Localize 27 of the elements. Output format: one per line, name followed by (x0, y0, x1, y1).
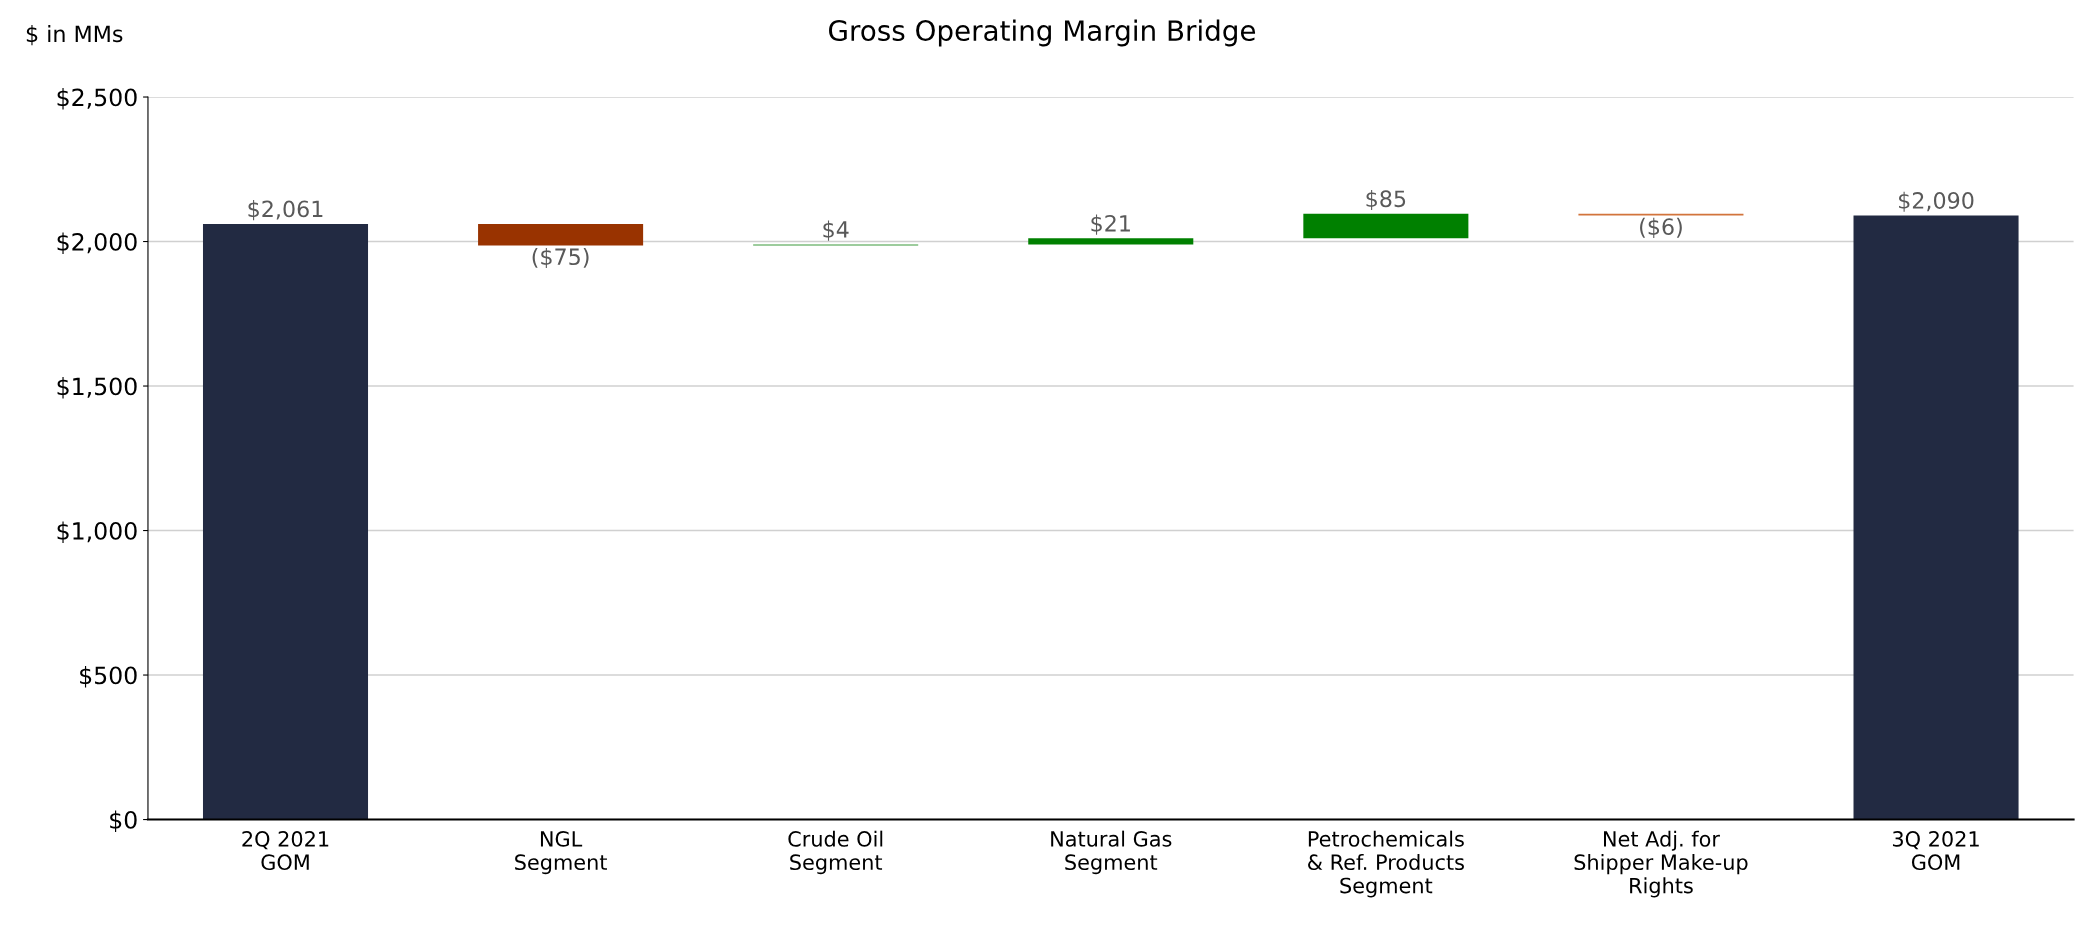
x-tick-label: NGL Segment (515, 831, 607, 875)
y-tick-label: $500 (80, 666, 137, 688)
data-label: $2,061 (248, 200, 323, 221)
chart-title: Gross Operating Margin Bridge (829, 19, 1256, 47)
x-tick-label: Crude Oil Segment (788, 830, 883, 875)
x-tick-label: 3Q 2021 GOM (1892, 831, 1979, 871)
data-label: $4 (823, 220, 849, 241)
data-label: $85 (1366, 189, 1406, 211)
x-tick-label: Natural Gas Segment (1051, 830, 1172, 875)
y-tick-label: $1,000 (57, 521, 137, 543)
y-tick-label: $0 (110, 810, 137, 832)
bar (1303, 213, 1469, 239)
bar (1028, 238, 1194, 245)
data-label: $21 (1091, 214, 1130, 235)
y-tick-label: $1,500 (57, 377, 137, 399)
x-tick-label: Petrochemicals & Ref. Products Segment (1308, 830, 1464, 898)
data-label: $2,090 (1899, 191, 1974, 212)
bar (202, 223, 369, 820)
x-tick-label: 2Q 2021 GOM (242, 831, 329, 871)
y-axis-title: $ in MMs (26, 25, 123, 46)
data-label: ($6) (1640, 217, 1682, 238)
x-tick-label: Net Adj. for Shipper Make-up Rights (1574, 830, 1748, 898)
bar (478, 223, 644, 246)
bar (1853, 215, 2019, 820)
data-label: ($75) (532, 247, 589, 269)
y-tick-label: $2,000 (57, 232, 137, 254)
y-tick-label: $2,500 (57, 88, 137, 110)
